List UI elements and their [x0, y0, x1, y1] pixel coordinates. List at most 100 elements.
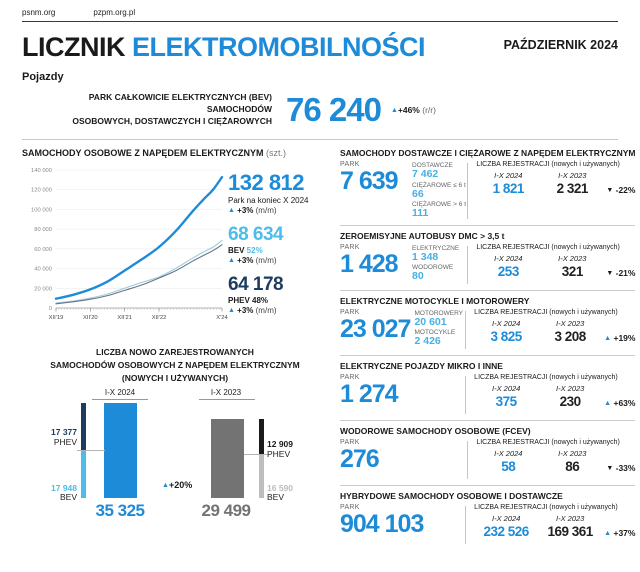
- header-rule: [22, 21, 618, 22]
- banner-value: 76 240: [286, 91, 382, 128]
- svg-text:X'24: X'24: [216, 315, 228, 321]
- total-bar-I-X2024: [104, 403, 137, 499]
- reg-value-2023: 3 208: [554, 328, 587, 344]
- segment-name: PHEV: [267, 449, 291, 460]
- reg-period-2023: I-X 2023: [558, 171, 587, 180]
- bar-chart-change: ▲+20%: [162, 480, 193, 491]
- banner-label: PARK CAŁKOWICIE ELEKTRYCZNYCH (BEV) SAMO…: [72, 92, 272, 126]
- section-substats: [412, 374, 465, 375]
- link-pzpm[interactable]: pzpm.org.pl: [93, 8, 136, 17]
- svg-text:XII'19: XII'19: [49, 315, 64, 321]
- segment-bar-bev: [81, 449, 86, 499]
- left-column: SAMOCHODY OSOBOWE Z NAPĘDEM ELEKTRYCZNYM…: [22, 148, 328, 550]
- section-title: WODOROWE SAMOCHODY OSOBOWE (FCEV): [340, 425, 531, 436]
- reg-period-2023: I-X 2023: [558, 253, 587, 263]
- reg-value-2023: 169 361: [547, 523, 594, 539]
- reg-value-2024: 58: [501, 458, 516, 474]
- park-value: 1 428: [340, 249, 399, 278]
- svg-text:XII'21: XII'21: [117, 315, 132, 321]
- right-column: SAMOCHODY DOSTAWCZE I CIĘŻAROWE Z NAPĘDE…: [340, 148, 636, 550]
- substat-value: 20 601: [414, 315, 447, 328]
- reg-value-2023: 2 321: [556, 181, 589, 196]
- substat-label: WODOROWE: [412, 264, 454, 272]
- substat-label: DOSTAWCZE: [412, 162, 453, 169]
- substat-label: CIĘŻAROWE ≤ 6 t: [412, 181, 466, 189]
- link-psnm[interactable]: psnm.org: [22, 8, 56, 17]
- segment-name: BEV: [59, 492, 77, 503]
- segment-bar-bev: [259, 453, 264, 499]
- section-title: ZEROEMISYJNE AUTOBUSY DMC > 3,5 t: [340, 230, 505, 241]
- segment-bar-phev: [259, 418, 264, 454]
- series-bev: [55, 239, 223, 304]
- stat-caption: PHEV 48%: [228, 296, 269, 305]
- down-arrow-icon: ▼: [606, 464, 614, 472]
- substat-label: MOTOROWERY: [414, 309, 463, 317]
- vertical-divider: [465, 310, 467, 349]
- registrations-block: LICZBA REJESTRACJI (nowych i używanych) …: [474, 374, 635, 409]
- total-bar-I-X2023: [211, 418, 244, 499]
- bar-period-label: I-X 2023: [210, 388, 242, 398]
- segment-value: 17 377: [51, 427, 77, 438]
- substat: MOTOCYKLE 2 426: [414, 329, 465, 348]
- svg-text:40 000: 40 000: [34, 267, 52, 273]
- reg-header: LICZBA REJESTRACJI: [474, 308, 548, 316]
- registrations-block: LICZBA REJESTRACJI (nowych i używanych) …: [476, 161, 635, 196]
- park-block: PARK 904 103: [340, 504, 424, 539]
- reg-value-2024: 375: [495, 393, 518, 409]
- svg-text:120 000: 120 000: [31, 188, 52, 194]
- up-arrow-icon: ▲: [228, 207, 235, 214]
- reg-period-2024: I-X 2024: [494, 253, 523, 263]
- section-substats: [412, 439, 467, 440]
- reg-value-2024: 253: [497, 263, 520, 279]
- reg-period-2024: I-X 2024: [491, 383, 521, 393]
- substat-label: MOTOCYKLE: [414, 329, 456, 337]
- reg-period-2024: I-X 2024: [491, 513, 521, 523]
- reg-header: LICZBA REJESTRACJI: [476, 438, 550, 446]
- header-links: psnm.org pzpm.org.pl: [22, 8, 618, 21]
- reg-header-suffix: (nowych i używanych): [551, 438, 620, 446]
- park-label: PARK: [340, 243, 360, 251]
- vertical-divider: [465, 505, 467, 544]
- park-block: PARK 1 428: [340, 244, 408, 279]
- title-part-blue: ELEKTROMOBILNOŚCI: [132, 32, 426, 62]
- svg-text:100 000: 100 000: [31, 207, 52, 213]
- reg-change: ▼ -33%: [606, 462, 636, 473]
- reg-header: LICZBA REJESTRACJI: [476, 161, 550, 168]
- up-arrow-icon: ▲: [162, 482, 169, 490]
- period-underline: [199, 399, 255, 401]
- substat: CIĘŻAROWE ≤ 6 t 66: [412, 182, 467, 201]
- svg-text:20 000: 20 000: [34, 286, 52, 292]
- reg-change: ▼ -22%: [606, 185, 636, 195]
- up-arrow-icon: ▲: [604, 334, 612, 342]
- passenger-ev-line-chart: 0 20 000 40 000 60 000 80 000 100 000 120 000 1…: [31, 168, 228, 321]
- park-label: PARK: [340, 308, 360, 316]
- reg-change: ▲ +37%: [604, 527, 636, 538]
- substat: ELEKTRYCZNE 1 348: [412, 245, 467, 264]
- stat-change: ▲ +3% (m/m): [228, 206, 277, 215]
- section-title: SAMOCHODY DOSTAWCZE I CIĘŻAROWE Z NAPĘDE…: [340, 148, 636, 158]
- reg-period-2023: I-X 2023: [555, 513, 585, 523]
- reg-period-2023: I-X 2023: [558, 448, 587, 458]
- section-substats: ELEKTRYCZNE 1 348 WODOROWE 80: [412, 244, 467, 284]
- reg-value-2023: 321: [561, 263, 584, 279]
- substat: DOSTAWCZE 7 462: [412, 162, 467, 181]
- substat-value: 66: [412, 187, 424, 200]
- substat-label: ELEKTRYCZNE: [412, 244, 460, 252]
- up-arrow-icon: ▲: [228, 307, 235, 314]
- park-block: PARK 23 027: [340, 308, 411, 344]
- stat-section: WODOROWE SAMOCHODY OSOBOWE (FCEV) PARK 2…: [340, 419, 636, 485]
- substat-value: 2 426: [414, 335, 441, 348]
- reg-value-2023: 86: [565, 458, 580, 474]
- registrations-block: LICZBA REJESTRACJI (nowych i używanych) …: [474, 504, 635, 539]
- park-block: PARK 276: [340, 439, 408, 474]
- up-arrow-icon: ▲: [390, 107, 398, 114]
- substat: WODOROWE 80: [412, 264, 467, 283]
- reg-change: ▲ +63%: [604, 397, 636, 408]
- stat-change: ▲ +3% (m/m): [228, 256, 277, 265]
- reg-change: ▼ -21%: [606, 267, 636, 278]
- reg-period-2023: I-X 2023: [555, 383, 585, 393]
- substat: CIĘŻAROWE > 6 t 111: [412, 201, 467, 220]
- split-line: [244, 453, 268, 455]
- svg-text:XII'20: XII'20: [83, 315, 98, 321]
- stat-value: 132 812: [228, 170, 305, 195]
